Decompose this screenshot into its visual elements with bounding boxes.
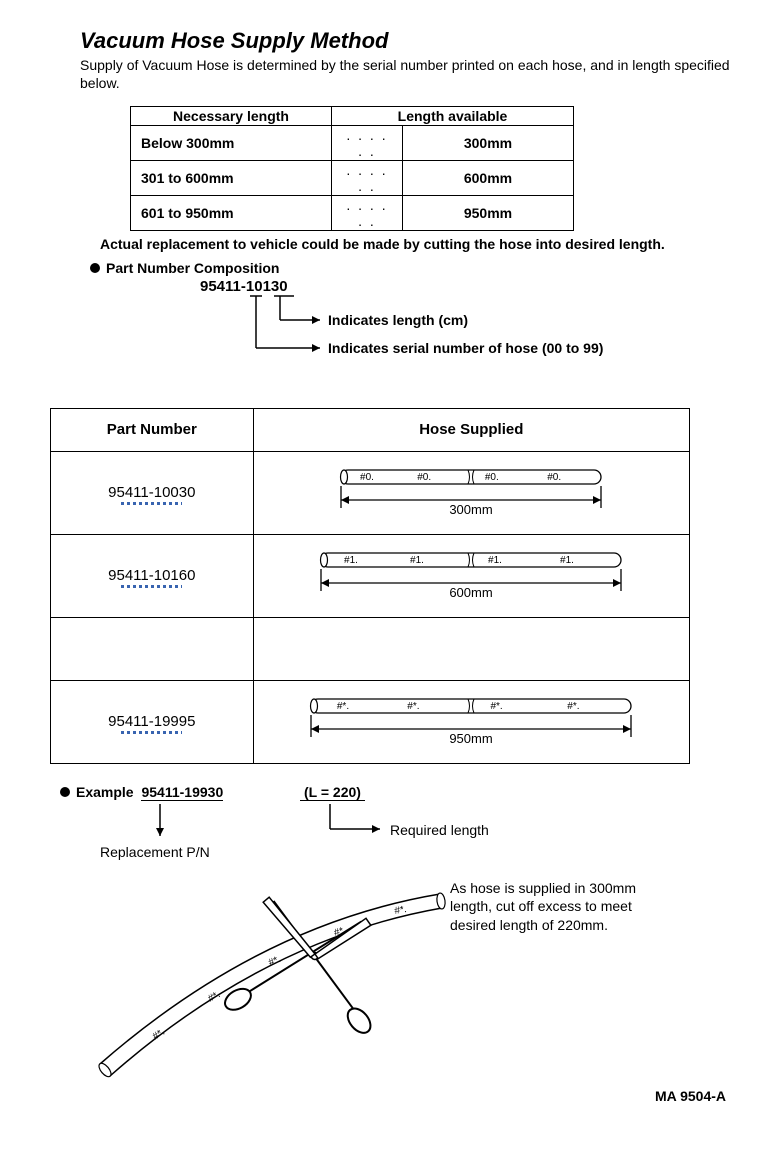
hose-cell: #*. #*. #*. #*. 950mm [253, 680, 689, 763]
svg-text:#*.: #*. [408, 701, 420, 712]
length-table: Necessary length Length available Below … [130, 106, 574, 231]
hose-cell: #1. #1. #1. #1. 600mm [253, 534, 689, 617]
svg-text:#0.: #0. [418, 472, 432, 483]
svg-text:300mm: 300mm [450, 502, 493, 517]
ellipsis-row [51, 617, 690, 680]
page: Vacuum Hose Supply Method Supply of Vacu… [0, 0, 776, 1132]
intro-text: Supply of Vacuum Hose is determined by t… [80, 56, 736, 92]
length-avail: 600mm [403, 161, 574, 196]
pn-composition-heading: Part Number Composition [90, 260, 736, 276]
length-row: Below 300mm [131, 126, 332, 161]
svg-text:#0.: #0. [548, 472, 562, 483]
table-row: 95411-10030 #0. #0. #0. #0. 300mm [51, 451, 690, 534]
svg-text:#*.: #*. [267, 954, 282, 969]
part-number: 95411-19995 [108, 713, 195, 730]
svg-text:#0.: #0. [485, 472, 499, 483]
pn-comp-serial-label: Indicates serial number of hose (00 to 9… [328, 340, 603, 356]
example-diagram: #*. #*. #*. #*. #*. [60, 784, 700, 1104]
part-number: 95411-10160 [108, 567, 195, 584]
pn-comp-label: Part Number Composition [106, 260, 279, 276]
svg-text:#*.: #*. [394, 904, 408, 917]
parts-header-hose: Hose Supplied [253, 408, 689, 451]
length-table-header-1: Necessary length [131, 107, 332, 126]
page-title: Vacuum Hose Supply Method [80, 28, 736, 54]
svg-text:#*.: #*. [206, 989, 222, 1004]
dots: . . . . . . [332, 196, 403, 231]
svg-text:#*.: #*. [337, 701, 349, 712]
length-avail: 950mm [403, 196, 574, 231]
dots: . . . . . . [332, 126, 403, 161]
length-table-header-2: Length available [332, 107, 574, 126]
parts-header-pn: Part Number [51, 408, 254, 451]
table-row: 95411-10160 #1. #1. #1. #1. 600mm [51, 534, 690, 617]
svg-text:#0.: #0. [360, 472, 374, 483]
dots: . . . . . . [332, 161, 403, 196]
part-number: 95411-10030 [108, 484, 195, 501]
svg-text:#1.: #1. [344, 555, 358, 566]
required-length-label: Required length [390, 822, 489, 838]
svg-text:#*.: #*. [491, 701, 503, 712]
pn-comp-length-label: Indicates length (cm) [328, 312, 468, 328]
svg-text:600mm: 600mm [450, 585, 493, 600]
parts-table: Part Number Hose Supplied 95411-10030 #0… [50, 408, 690, 764]
cutting-note: Actual replacement to vehicle could be m… [100, 235, 736, 253]
replacement-label: Replacement P/N [100, 844, 210, 860]
svg-text:#1.: #1. [410, 555, 424, 566]
svg-text:#1.: #1. [488, 555, 502, 566]
example-description: As hose is supplied in 300mm length, cut… [450, 879, 680, 936]
figure-number: MA 9504-A [655, 1088, 726, 1104]
svg-text:#1.: #1. [560, 555, 574, 566]
example-section: Example 95411-19930 (L = 220) #*. #*. #*… [80, 784, 736, 1104]
hose-cell: #0. #0. #0. #0. 300mm [253, 451, 689, 534]
pn-composition-diagram: 95411-10130 Indicates length (cm) Indica… [80, 278, 736, 378]
length-avail: 300mm [403, 126, 574, 161]
bullet-icon [90, 263, 100, 273]
svg-text:#*.: #*. [568, 701, 580, 712]
length-row: 301 to 600mm [131, 161, 332, 196]
scissors-icon [219, 892, 394, 1039]
svg-text:950mm: 950mm [450, 731, 493, 746]
length-row: 601 to 950mm [131, 196, 332, 231]
table-row: 95411-19995 #*. #*. #*. #*. 950mm [51, 680, 690, 763]
